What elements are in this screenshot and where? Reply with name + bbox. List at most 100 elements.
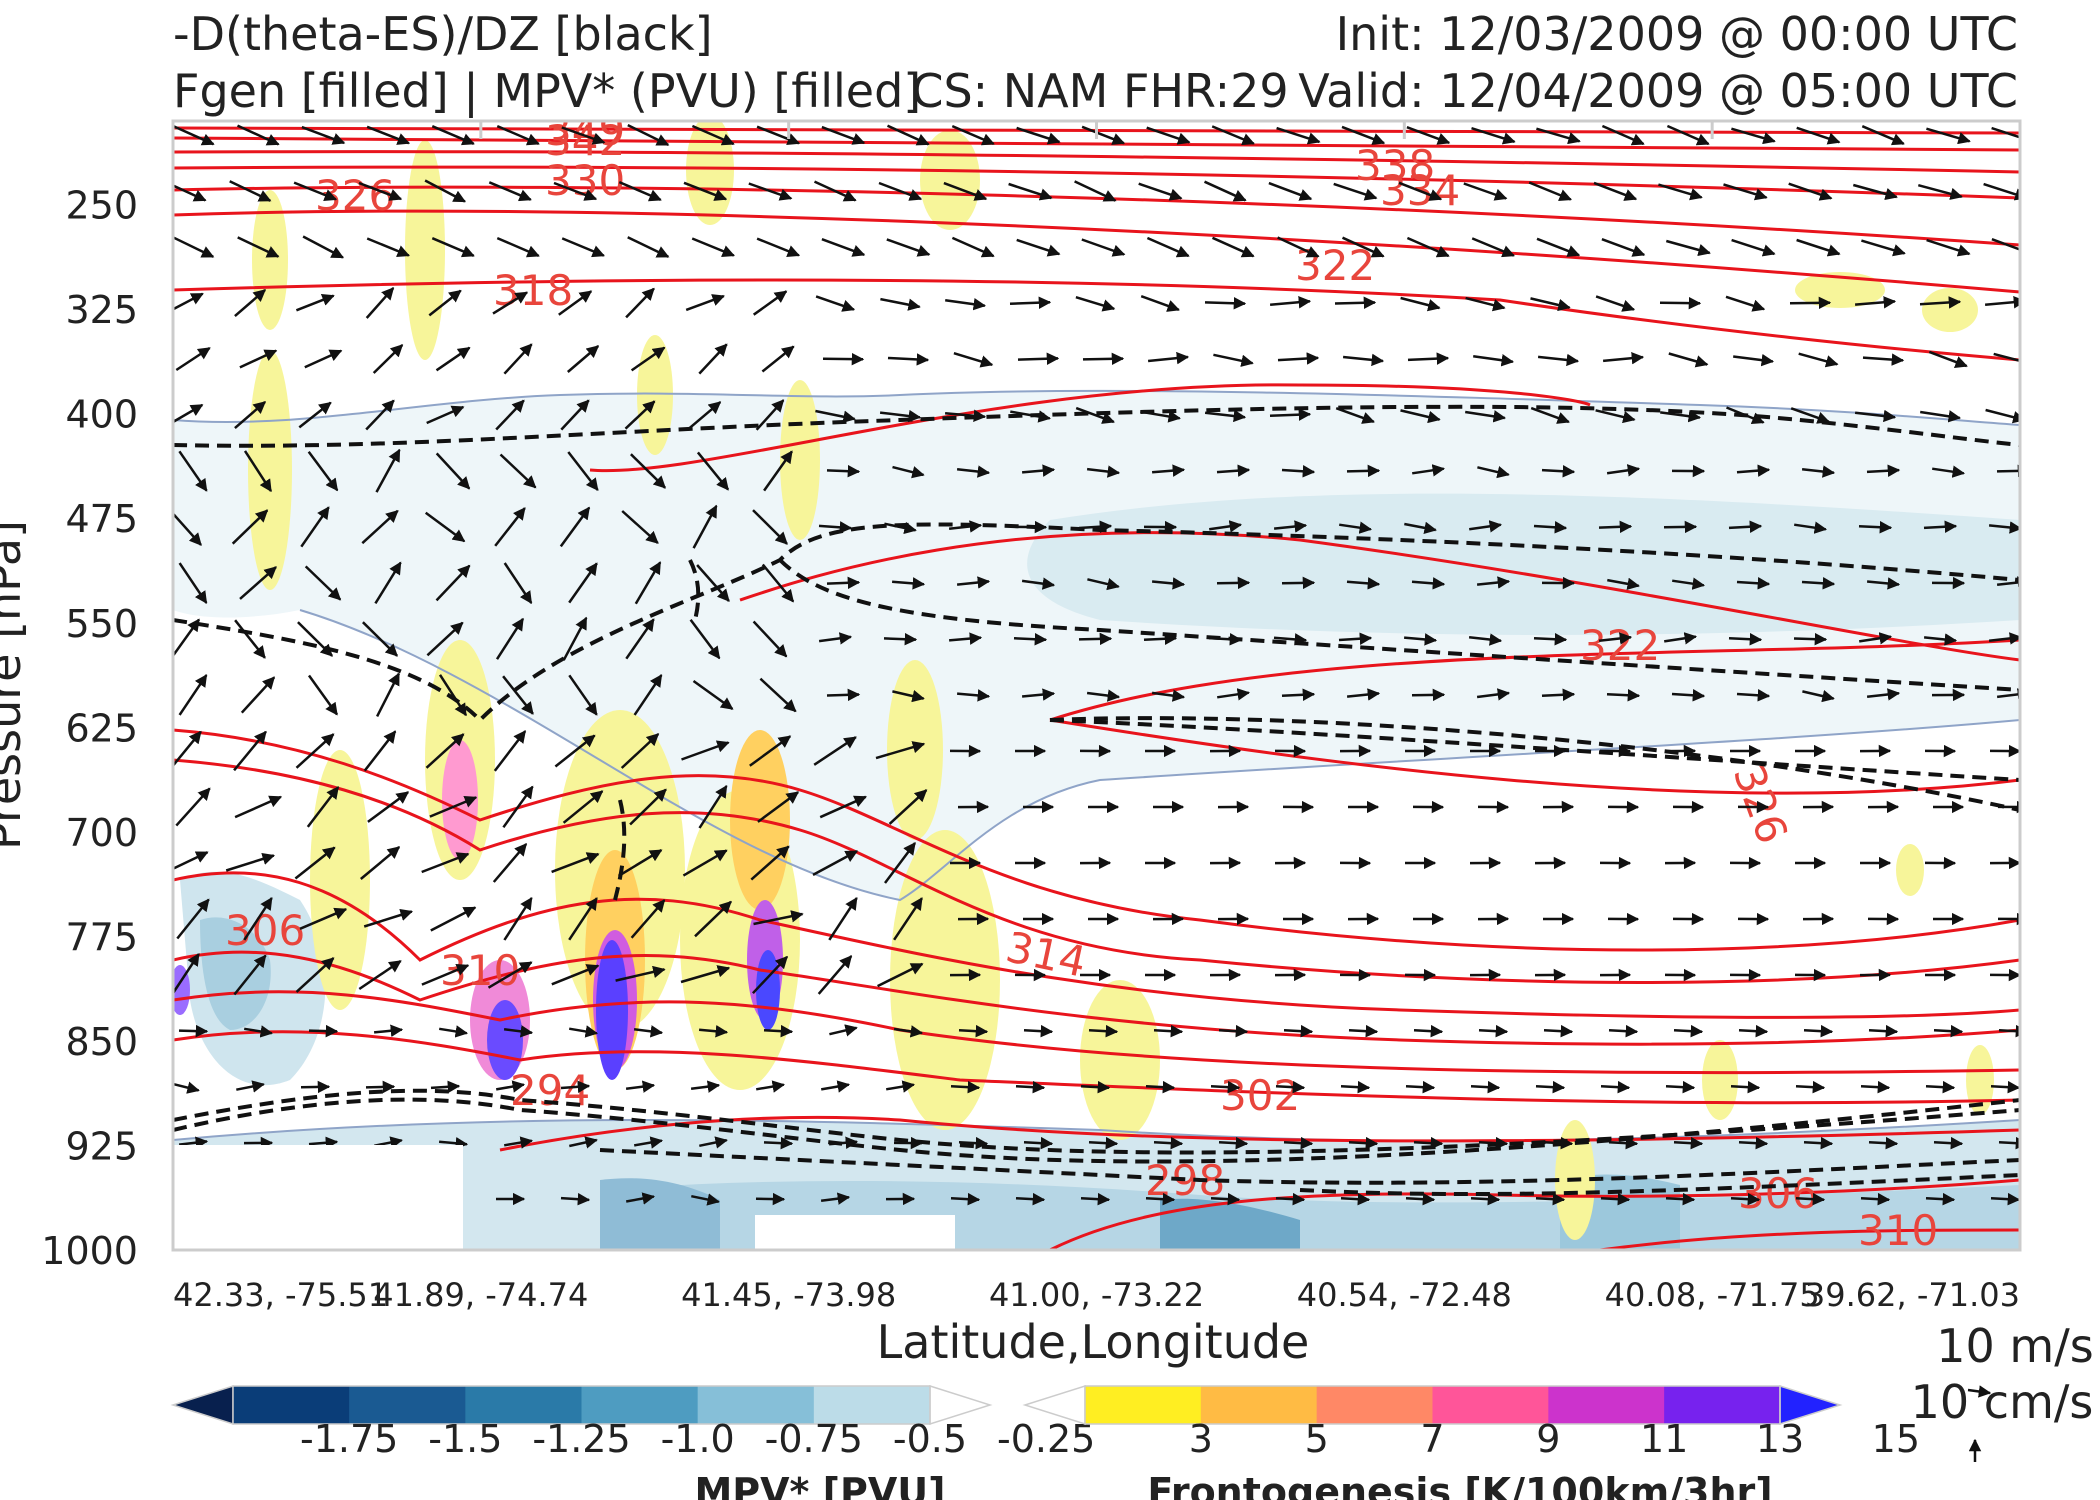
- wind-vector: [1536, 237, 1581, 257]
- wind-vector: [435, 452, 471, 490]
- colorbar-tick-label: 15: [1872, 1417, 1920, 1461]
- colorbar-tick-label: 11: [1640, 1417, 1688, 1461]
- wind-vector: [554, 734, 596, 768]
- wind-vector: [1672, 577, 1706, 590]
- wind-vector: [1010, 410, 1051, 423]
- wind-vector: [813, 736, 857, 766]
- wind-vector: [1535, 1080, 1566, 1094]
- wind-vector: [1730, 1192, 1761, 1206]
- colorbar-segment: [581, 1386, 699, 1424]
- colorbar-extend-left: [170, 1384, 234, 1426]
- wind-vector: [625, 618, 655, 660]
- wind-vector: [1738, 1024, 1769, 1038]
- wind-vector: [1595, 409, 1636, 424]
- wind-vector: [629, 788, 667, 826]
- wind-vector: [1606, 688, 1641, 702]
- wind-vector: [886, 124, 930, 146]
- wind-vector: [308, 1136, 339, 1150]
- wind-vector: [361, 509, 399, 545]
- wind-vector: [566, 345, 600, 373]
- wind-vector: [618, 180, 662, 202]
- theta-contours: [173, 126, 2020, 1250]
- wind-vector: [499, 453, 537, 489]
- wind-vector: [1608, 1136, 1639, 1150]
- x-tick-label: 41.45, -73.98: [681, 1276, 896, 1314]
- wind-vector: [297, 621, 333, 657]
- wind-vector: [178, 450, 208, 492]
- wind-vector: [812, 850, 859, 876]
- wind-vector: [1406, 126, 1451, 145]
- wind-vector: [306, 786, 340, 828]
- wind-vector: [1088, 1136, 1119, 1150]
- wind-vector: [239, 349, 278, 369]
- wind-vector: [301, 125, 346, 145]
- wind-vector: [431, 125, 475, 146]
- y-tick-label: 1000: [41, 1229, 138, 1273]
- wind-vector: [1013, 632, 1048, 646]
- wind-vector: [1476, 688, 1511, 701]
- x-tick-label: 41.89, -74.74: [373, 1276, 588, 1314]
- wind-vector: [1932, 465, 1966, 478]
- wind-vector: [761, 563, 795, 603]
- wind-vector: [1211, 125, 1255, 146]
- colorbar-tick-label: 9: [1536, 1417, 1560, 1461]
- wind-vector: [1595, 295, 1636, 312]
- wind-vector: [1140, 410, 1181, 423]
- wind-vector: [302, 235, 345, 259]
- wind-vector: [431, 237, 475, 258]
- wind-vector: [755, 399, 785, 431]
- wind-vector: [681, 740, 730, 761]
- wind-vector: [1153, 1024, 1184, 1038]
- wind-vector: [1021, 464, 1056, 477]
- wind-vector: [229, 180, 272, 202]
- wind-vector: [633, 1025, 664, 1038]
- wind-vector: [551, 852, 600, 874]
- theta-label: 306: [225, 906, 305, 955]
- wind-vector: [487, 961, 533, 989]
- wind-vector: [1530, 297, 1571, 312]
- colorbar-segment: [233, 1386, 350, 1424]
- wind-vector: [568, 897, 598, 941]
- wind-vector: [1008, 182, 1053, 201]
- wind-vector: [307, 674, 339, 716]
- wind-vector: [173, 184, 207, 202]
- wind-vector: [1801, 465, 1836, 478]
- wind-vector: [818, 521, 853, 534]
- wind-vector: [757, 791, 800, 823]
- wind-vector: [755, 1080, 786, 1093]
- colorbar-tick-label: 13: [1756, 1417, 1804, 1461]
- wind-vector: [362, 621, 398, 657]
- wind-vector: [1405, 1192, 1436, 1206]
- wind-vector: [1404, 521, 1437, 535]
- wind-vector: [1333, 182, 1378, 201]
- title-left-line2: Fgen [filled] | MPV* (PVU) [filled]: [173, 64, 921, 119]
- wind-vector: [1859, 632, 1893, 645]
- wind-vector: [1533, 521, 1568, 534]
- wind-vector: [878, 181, 923, 201]
- wind-vector: [625, 1080, 656, 1093]
- wind-vector: [1204, 409, 1247, 423]
- wind-vector: [1671, 689, 1706, 702]
- wind-vector: [234, 795, 283, 819]
- wind-vector: [439, 1025, 469, 1038]
- wind-vector: [884, 842, 916, 884]
- wind-vector: [1210, 1192, 1241, 1206]
- wind-vector: [683, 181, 728, 201]
- wind-vector: [234, 288, 267, 318]
- wind-vector: [956, 689, 991, 702]
- wind-vector: [1925, 1192, 1956, 1206]
- x-tick-label: 40.08, -71.75: [1605, 1276, 1820, 1314]
- wind-vector: [426, 621, 464, 657]
- wind-vector: [1145, 1192, 1176, 1206]
- colorbar-segment: [1316, 1386, 1433, 1424]
- wind-vector: [366, 237, 410, 258]
- wind-vector: [893, 897, 923, 941]
- wind-vector: [690, 1080, 721, 1093]
- wind-vector: [560, 399, 590, 431]
- wind-vector: [1339, 521, 1373, 534]
- wind-vector: [1342, 353, 1385, 367]
- wind-vector: [1852, 183, 1898, 201]
- colorbar-frame: [232, 1385, 931, 1425]
